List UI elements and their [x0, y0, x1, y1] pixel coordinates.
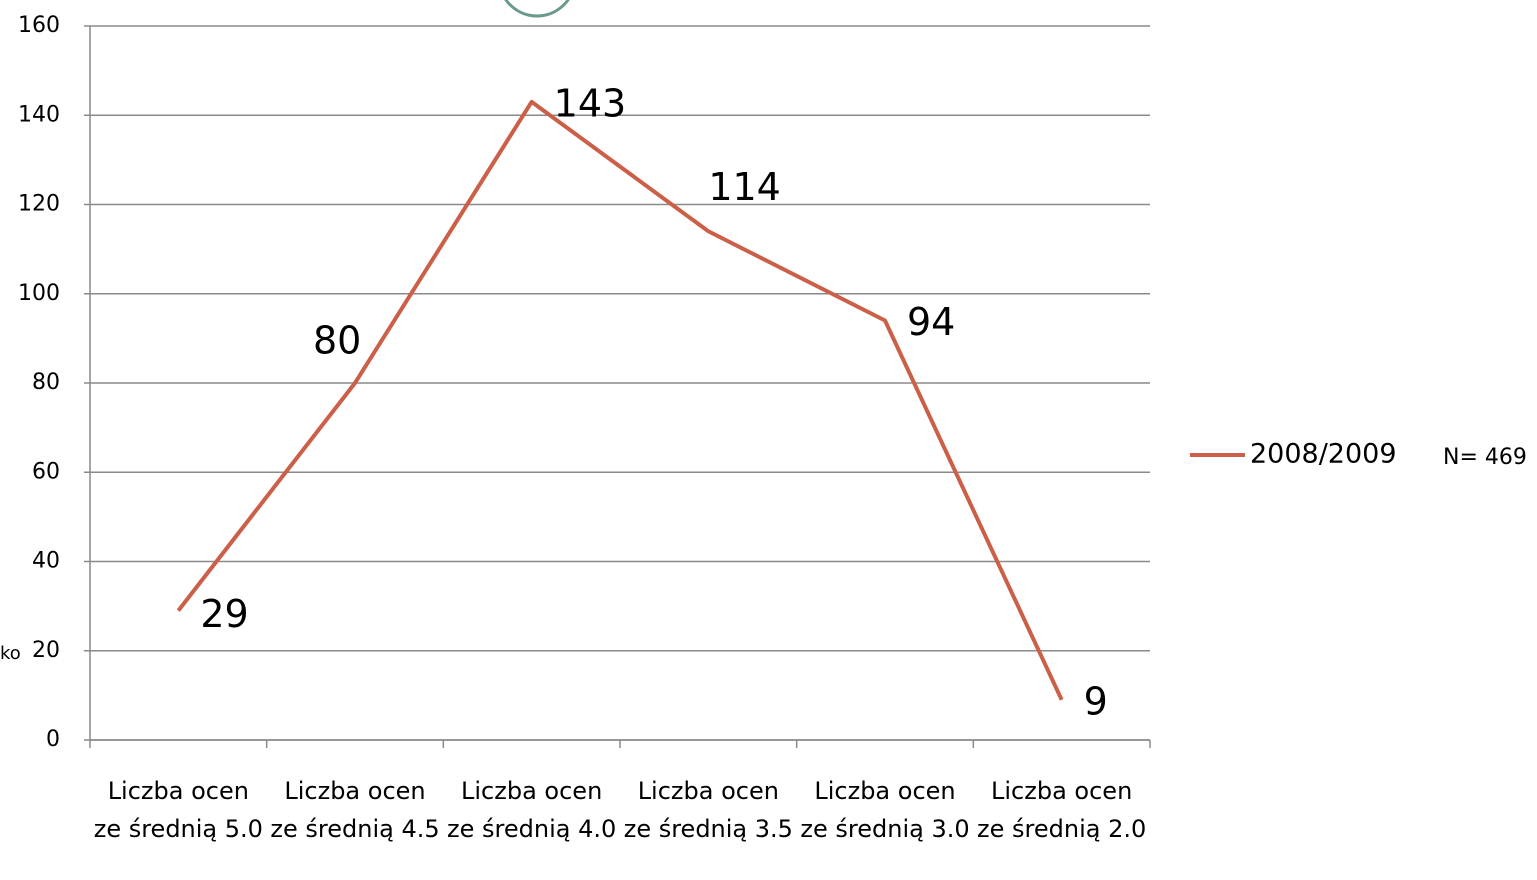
y-tick-label: 140 — [18, 102, 60, 127]
y-tick-label: 80 — [32, 370, 60, 395]
x-tick-label: Liczba ocen ze średnią 4.5 — [270, 777, 440, 843]
line-series — [176, 99, 1064, 701]
decor-circle — [504, 0, 570, 18]
y-tick-label: 120 — [18, 192, 60, 217]
annotation: N= 469 — [1443, 445, 1527, 470]
x-tick-label: Liczba ocen ze średnią 5.0 — [93, 777, 263, 843]
data-label: 143 — [554, 81, 627, 125]
x-tick-label: Liczba ocen ze średnią 3.5 — [623, 777, 793, 843]
y-tick-label: 100 — [18, 281, 60, 306]
x-tick-label: Liczba ocen ze średnią 3.0 — [800, 777, 970, 843]
y-tick-label: 160 — [18, 13, 60, 38]
y-tick-label: 20 — [32, 638, 60, 663]
y-axis-label: ko — [0, 643, 21, 664]
data-label: 29 — [200, 592, 248, 636]
data-label: 114 — [708, 165, 781, 209]
data-label: 9 — [1084, 679, 1108, 723]
x-tick-label: Liczba ocen ze średnią 2.0 — [977, 777, 1147, 843]
legend-label: 2008/2009 — [1250, 439, 1397, 470]
y-tick-label: 60 — [32, 459, 60, 484]
data-label: 94 — [907, 300, 955, 344]
y-tick-label: 40 — [32, 549, 60, 574]
x-tick-label: Liczba ocen ze średnią 4.0 — [447, 777, 617, 843]
data-label: 80 — [313, 319, 361, 363]
y-tick-label: 0 — [46, 727, 60, 752]
